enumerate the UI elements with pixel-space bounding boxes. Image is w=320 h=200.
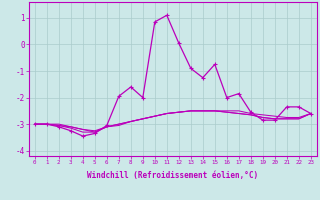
X-axis label: Windchill (Refroidissement éolien,°C): Windchill (Refroidissement éolien,°C): [87, 171, 258, 180]
